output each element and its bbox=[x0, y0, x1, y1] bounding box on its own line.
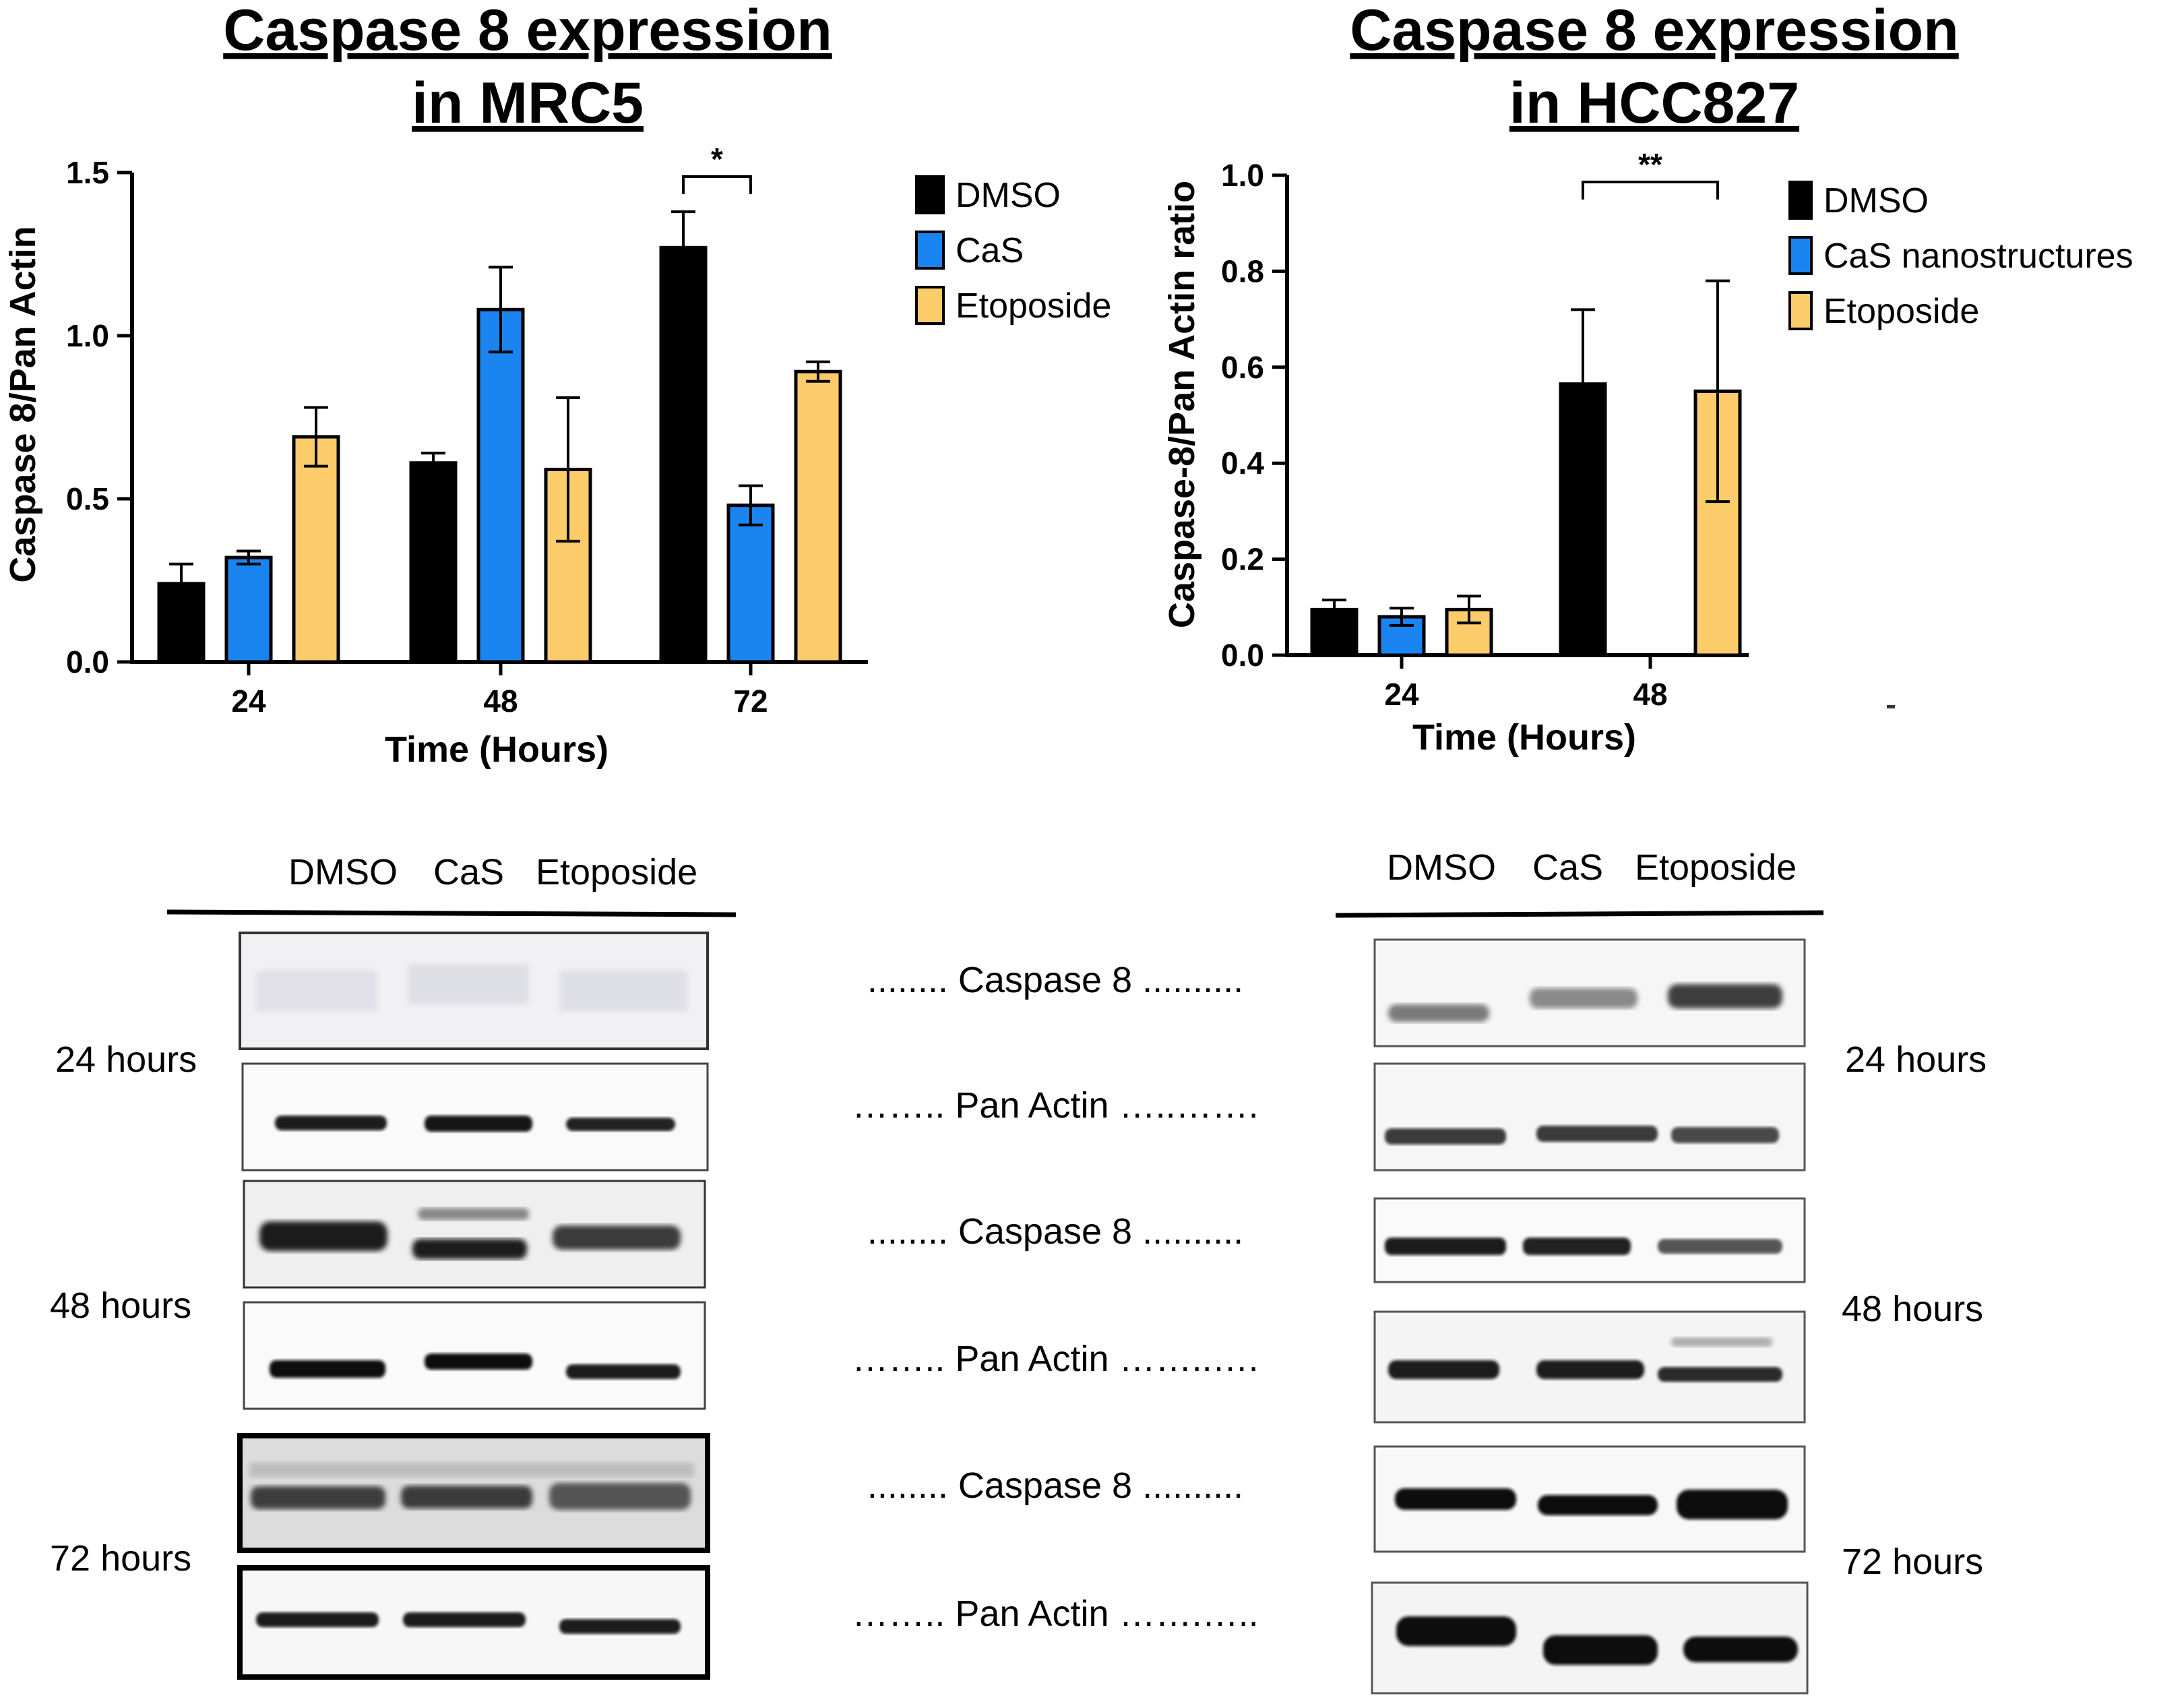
mrc5-chart: Caspase 8 expression in MRC5 0.0 0.5 1.0 1.… bbox=[3, 0, 1111, 770]
hcc827-bar bbox=[1693, 389, 1742, 657]
mrc5-y-tick-label: 0.5 bbox=[66, 481, 109, 516]
left-row-label-48: 48 hours bbox=[50, 1285, 191, 1326]
hcc827-legend-swatch bbox=[1788, 181, 1813, 220]
hcc827-x-tick-label: 24 bbox=[1384, 677, 1419, 712]
band-label-caspase8-24: ........ Caspase 8 .......... bbox=[867, 960, 1243, 1000]
mrc5-bar bbox=[659, 245, 708, 664]
hcc827-y-tick-label: 0.6 bbox=[1221, 350, 1264, 385]
mrc5-bar bbox=[224, 555, 273, 664]
hcc827-legend-swatch bbox=[1788, 236, 1813, 275]
left-row-label-72: 72 hours bbox=[50, 1538, 191, 1579]
left-lane-label-dmso: DMSO bbox=[288, 852, 398, 892]
right-blot-caspase8-24h bbox=[1373, 938, 1806, 1047]
mrc5-bar bbox=[409, 461, 458, 664]
hcc827-x-tick-label: 48 bbox=[1633, 677, 1667, 712]
mrc5-title-line2: in MRC5 bbox=[412, 71, 644, 135]
left-blot-caspase8-72h bbox=[237, 1433, 710, 1553]
right-blot-panactin-48h bbox=[1373, 1310, 1806, 1424]
left-blot-caspase8-24h bbox=[239, 932, 709, 1050]
hcc827-title-line1: Caspase 8 expression bbox=[1350, 0, 1959, 63]
stray-mark bbox=[1887, 705, 1895, 708]
mrc5-legend-label: Etoposide bbox=[956, 286, 1111, 326]
mrc5-x-tick-label: 72 bbox=[733, 683, 768, 719]
band-label-caspase8-48: ........ Caspase 8 .......... bbox=[867, 1211, 1243, 1252]
mrc5-y-tick-label: 1.0 bbox=[66, 318, 109, 353]
mrc5-y-axis-label: Caspase 8/Pan Actin bbox=[3, 226, 43, 582]
band-label-panactin-48: …….. Pan Actin ……..…. bbox=[852, 1339, 1258, 1379]
right-lane-underline bbox=[1335, 910, 1824, 918]
mrc5-x-axis-label: Time (Hours) bbox=[385, 729, 609, 770]
mrc5-x-tick-label: 48 bbox=[483, 683, 518, 719]
left-lane-label-etoposide: Etoposide bbox=[536, 852, 697, 892]
band-label-panactin-72: …….. Pan Actin …….….. bbox=[852, 1593, 1258, 1634]
right-blot-panactin-72h bbox=[1371, 1581, 1809, 1695]
left-lane-label-cas: CaS bbox=[433, 852, 504, 892]
hcc827-y-tick-label: 0.4 bbox=[1221, 446, 1264, 481]
left-blot-caspase8-48h bbox=[243, 1180, 706, 1289]
hcc827-y-tick-label: 0.2 bbox=[1221, 542, 1264, 577]
right-row-label-24: 24 hours bbox=[1845, 1039, 1987, 1080]
western-blots: DMSO CaS Etoposide DMSO CaS Etoposide 24… bbox=[50, 705, 1987, 1695]
left-lane-underline bbox=[166, 909, 737, 917]
mrc5-title-line1: Caspase 8 expression bbox=[223, 0, 832, 63]
hcc827-legend-swatch bbox=[1788, 291, 1813, 330]
mrc5-bar bbox=[794, 369, 842, 664]
mrc5-legend-swatch bbox=[915, 286, 945, 325]
band-label-panactin-24: …….. Pan Actin …..……. bbox=[852, 1085, 1258, 1126]
mrc5-legend-swatch bbox=[915, 231, 945, 270]
mrc5-bar bbox=[292, 435, 340, 664]
mrc5-legend-swatch bbox=[915, 175, 945, 214]
hcc827-y-axis-label: Caspase-8/Pan Actin ratio bbox=[1162, 181, 1202, 628]
hcc827-significance-bracket bbox=[1582, 181, 1719, 200]
right-lane-label-cas: CaS bbox=[1532, 847, 1603, 888]
hcc827-legend-label: DMSO bbox=[1823, 181, 1929, 220]
mrc5-bar bbox=[476, 307, 525, 664]
right-lane-label-dmso: DMSO bbox=[1387, 847, 1496, 888]
left-blot-panactin-48h bbox=[243, 1301, 706, 1410]
right-lane-label-etoposide: Etoposide bbox=[1635, 847, 1797, 888]
hcc827-title-line2: in HCC827 bbox=[1509, 71, 1799, 135]
hcc827-y-tick-label: 0.0 bbox=[1221, 638, 1264, 673]
right-blot-caspase8-72h bbox=[1373, 1445, 1806, 1553]
mrc5-significance-label: * bbox=[711, 142, 723, 177]
mrc5-legend-label: CaS bbox=[956, 231, 1024, 270]
hcc827-legend-label: CaS nanostructures bbox=[1823, 237, 2133, 276]
left-row-label-24: 24 hours bbox=[55, 1039, 197, 1080]
hcc827-y-tick-label: 0.8 bbox=[1221, 253, 1264, 288]
mrc5-plot-area: 0.0 0.5 1.0 1.5 24 48 72 Time (Hours) Caspase 8/… bbox=[3, 142, 1111, 770]
hcc827-plot-area: 0.0 0.2 0.4 0.6 0.8 1.0 24 48 Time (Hours) Caspas… bbox=[1162, 147, 2133, 758]
left-blot-panactin-72h bbox=[237, 1565, 710, 1680]
mrc5-x-tick-label: 24 bbox=[231, 683, 266, 719]
band-label-caspase8-72: ........ Caspase 8 .......... bbox=[867, 1465, 1243, 1506]
hcc827-chart: Caspase 8 expression in HCC827 0.0 0.2 0.4… bbox=[1162, 0, 2133, 758]
right-blot-panactin-24h bbox=[1373, 1062, 1806, 1172]
mrc5-y-tick-label: 1.5 bbox=[66, 155, 109, 190]
mrc5-legend-label: DMSO bbox=[956, 176, 1061, 215]
mrc5-bar bbox=[726, 504, 775, 664]
right-row-label-48: 48 hours bbox=[1842, 1289, 1983, 1329]
right-row-label-72: 72 hours bbox=[1842, 1542, 1983, 1582]
hcc827-y-tick-label: 1.0 bbox=[1221, 158, 1264, 193]
right-blot-caspase8-48h bbox=[1373, 1197, 1806, 1283]
hcc827-significance-label: ** bbox=[1638, 147, 1662, 182]
left-blot-panactin-24h bbox=[241, 1062, 709, 1172]
hcc827-legend-label: Etoposide bbox=[1823, 292, 1979, 331]
mrc5-y-tick-label: 0.0 bbox=[66, 644, 109, 679]
mrc5-significance-bracket bbox=[682, 175, 752, 194]
hcc827-x-axis-label: Time (Hours) bbox=[1412, 717, 1636, 758]
